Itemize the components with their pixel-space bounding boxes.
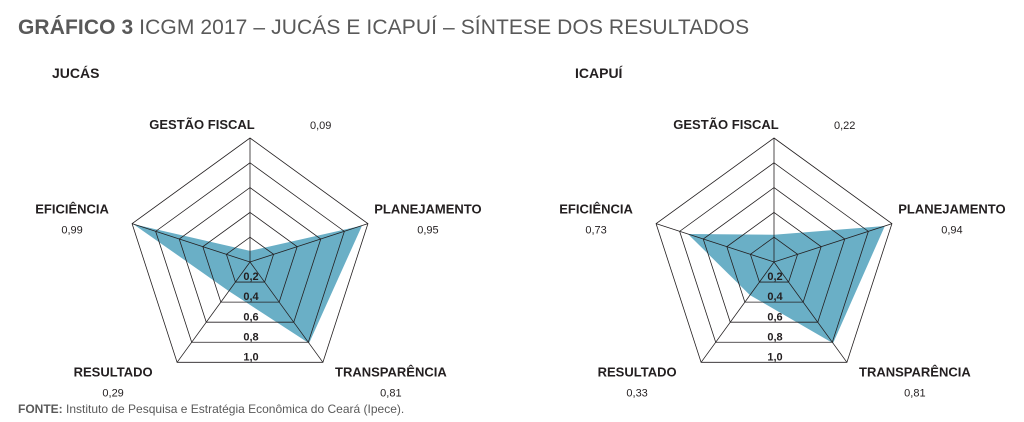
- radar-grid-ring: [131, 137, 369, 363]
- radar-grid-ring: [155, 162, 345, 343]
- radar-ring-label: 0,8: [243, 331, 258, 343]
- radar-spoke: [176, 261, 251, 363]
- radar-axis-label: RESULTADO: [74, 364, 153, 379]
- radar-grid-ring: [655, 137, 893, 363]
- radar-data-area: [133, 224, 363, 344]
- radar-axis-value: 0,33: [626, 387, 647, 399]
- radar-ring-label: 1,0: [767, 351, 782, 363]
- radar-ring-label: 0,4: [243, 291, 259, 303]
- radar-axis-label: GESTÃO FISCAL: [673, 117, 779, 132]
- radar-axis-value: 0,81: [904, 387, 925, 399]
- radar-spoke: [131, 223, 251, 263]
- radar-grid-ring: [178, 187, 322, 323]
- chart-title: GRÁFICO 3 ICGM 2017 – JUCÁS E ICAPUÍ – S…: [18, 16, 749, 40]
- source-text: Instituto de Pesquisa e Estratégia Econô…: [62, 402, 405, 416]
- radar-axis-value: 0,94: [941, 225, 962, 237]
- radar-ring-label: 0,4: [767, 291, 783, 303]
- radar-axis-label: RESULTADO: [598, 364, 677, 379]
- radar-grid-ring: [749, 236, 799, 283]
- radar-axis-label: EFICIÊNCIA: [559, 202, 633, 217]
- radar-grid-ring: [202, 211, 298, 303]
- radar-axis-label: TRANSPARÊNCIA: [335, 364, 447, 379]
- radar-ring-label: 0,2: [767, 271, 782, 283]
- radar-chart-jucas: JUCÁS 0,2 0,4 0,6 0,8 1,0 GESTÃO FISCAL 0,09 PLA…: [35, 65, 481, 399]
- radar-axis-label: EFICIÊNCIA: [35, 202, 109, 217]
- radar-spoke: [773, 223, 893, 263]
- radar-grid-ring: [702, 187, 846, 323]
- radar-grid-ring: [726, 211, 822, 303]
- radar-grid-ring: [225, 236, 275, 283]
- radar-ring-label: 0,6: [243, 311, 258, 323]
- chart-title-number: GRÁFICO 3: [18, 16, 134, 39]
- radar-spoke: [249, 223, 369, 263]
- radar-spoke: [655, 223, 775, 263]
- radar-grid-ring: [679, 162, 869, 343]
- radar-ring-label: 1,0: [243, 351, 258, 363]
- radar-data-area: [687, 225, 885, 344]
- radar-chart-icapui: ICAPUÍ 0,2 0,4 0,6 0,8 1,0 GESTÃO FISCAL 0,22 PL…: [559, 65, 1005, 399]
- radar-axis-value: 0,81: [380, 387, 401, 399]
- source-note: FONTE: Instituto de Pesquisa e Estratégi…: [18, 402, 404, 416]
- radar-axis-label: PLANEJAMENTO: [374, 202, 481, 217]
- radar-axis-value: 0,22: [834, 120, 855, 132]
- chart-title-text: ICGM 2017 – JUCÁS E ICAPUÍ – SÍNTESE DOS…: [133, 16, 750, 39]
- radar-axis-value: 0,99: [61, 225, 82, 237]
- radar-axis-value: 0,95: [417, 225, 438, 237]
- radar-title: JUCÁS: [52, 65, 99, 81]
- source-label: FONTE:: [18, 402, 63, 416]
- radar-ring-label: 0,6: [767, 311, 782, 323]
- radar-axis-value: 0,73: [585, 225, 606, 237]
- radar-spoke: [773, 261, 848, 363]
- radar-ring-label: 0,2: [243, 271, 258, 283]
- radar-axis-value: 0,09: [310, 120, 331, 132]
- radar-ring-label: 0,8: [767, 331, 782, 343]
- radar-spoke: [700, 261, 775, 363]
- radar-spoke: [249, 261, 324, 363]
- radar-axis-label: GESTÃO FISCAL: [149, 117, 255, 132]
- radar-axis-label: PLANEJAMENTO: [898, 202, 1005, 217]
- radar-title: ICAPUÍ: [575, 65, 624, 81]
- radar-axis-value: 0,29: [102, 387, 123, 399]
- radar-axis-label: TRANSPARÊNCIA: [859, 364, 971, 379]
